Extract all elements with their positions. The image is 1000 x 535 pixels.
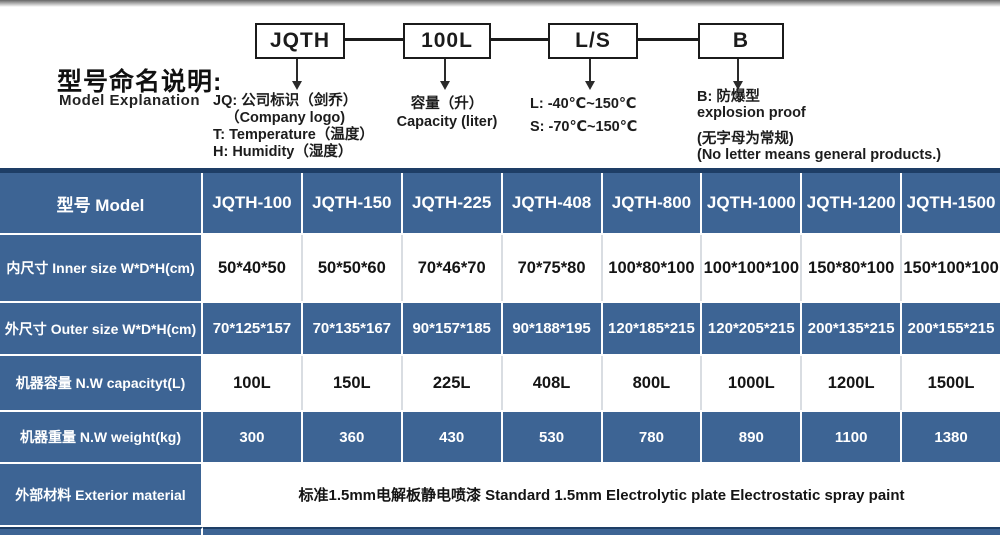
spec-row-label: 内尺寸 Inner size W*D*H(cm) [0, 235, 203, 301]
spec-cell: 200*135*215 [802, 303, 903, 354]
arrow-down-icon [440, 59, 451, 90]
spec-merged-value: 标准1.5mm电解板静电喷漆 Standard 1.5mm Electrolyt… [203, 464, 1000, 525]
spec-row-label: 机器容量 N.W capacityt(L) [0, 356, 203, 410]
note-line: （Company logo) [213, 110, 346, 126]
note-line: Capacity (liter) [396, 113, 498, 130]
spec-cell: 408L [502, 356, 603, 410]
spec-cell: 225L [402, 356, 503, 410]
spec-table-body: 型号 Model JQTH-100 JQTH-150 JQTH-225 JQTH-408… [0, 173, 1000, 525]
spec-cell: 100*100*100 [702, 235, 803, 301]
table-top-border [0, 168, 1000, 173]
spec-header-model: JQTH-408 [502, 173, 603, 233]
spec-header-model: JQTH-225 [402, 173, 503, 233]
model-box-temperature-range: L/S [548, 23, 638, 59]
note-line: S: -70℃~150℃ [530, 118, 638, 135]
notes-company-code: JQ: 公司标识（剑乔） （Company logo) T: Temperatur… [213, 93, 374, 161]
spec-cell: 100*80*100 [602, 235, 703, 301]
spec-cell: 100L [203, 356, 303, 410]
spec-header-label: 型号 Model [0, 173, 203, 233]
spec-cell: 360 [302, 412, 403, 462]
spec-row: 内尺寸 Inner size W*D*H(cm) 50*40*50 50*50*60… [0, 235, 1000, 301]
spec-cell: 50*40*50 [203, 235, 303, 301]
spec-cell: 430 [402, 412, 503, 462]
model-box-explosion-proof: B [698, 23, 784, 59]
spec-header-model: JQTH-150 [302, 173, 403, 233]
next-row-label-stub [0, 527, 203, 535]
spec-cell: 150*80*100 [802, 235, 903, 301]
spec-row-label: 机器重量 N.W weight(kg) [0, 412, 203, 462]
spec-header-row: 型号 Model JQTH-100 JQTH-150 JQTH-225 JQTH-408… [0, 173, 1000, 233]
spec-cell: 200*155*215 [902, 303, 1000, 354]
spec-cell: 890 [702, 412, 803, 462]
next-row-body-stub [203, 527, 1000, 535]
notes-explosion-proof: B: 防爆型 explosion proof (无字母为常规) (No letter … [697, 89, 942, 163]
arrow-down-icon [292, 59, 303, 90]
spec-cell: 1000L [702, 356, 803, 410]
connector-line [489, 38, 548, 41]
spec-cell: 780 [602, 412, 703, 462]
note-line: JQ: 公司标识（剑乔） [213, 93, 358, 109]
spec-row-label: 外部材料 Exterior material [0, 464, 203, 525]
next-row-partial [0, 527, 1000, 535]
arrow-down-icon [585, 59, 596, 90]
connector-line [636, 38, 698, 41]
spec-cell: 90*188*195 [502, 303, 603, 354]
spec-cell: 150*100*100 [902, 235, 1000, 301]
note-line: H: Humidity（湿度） [213, 144, 353, 160]
notes-temperature-range: L: -40℃~150℃ S: -70℃~150℃ [530, 93, 637, 138]
connector-line [343, 38, 403, 41]
spec-cell: 1500L [902, 356, 1000, 410]
note-line: explosion proof [697, 104, 806, 121]
model-box-capacity: 100L [403, 23, 491, 59]
spec-cell: 1100 [802, 412, 903, 462]
spec-header-model: JQTH-1500 [902, 173, 1000, 233]
spec-header-model: JQTH-1200 [802, 173, 903, 233]
spec-cell: 70*125*157 [203, 303, 303, 354]
spec-row: 外部材料 Exterior material 标准1.5mm电解板静电喷漆 Sta… [0, 464, 1000, 525]
arrow-down-icon [733, 59, 744, 90]
spec-row: 机器重量 N.W weight(kg) 300 360 430 530 780 890 110… [0, 412, 1000, 462]
spec-cell: 150L [302, 356, 403, 410]
spec-header-model: JQTH-1000 [702, 173, 803, 233]
spec-cell: 120*205*215 [702, 303, 803, 354]
note-line: T: Temperature（温度） [213, 127, 374, 143]
spec-cell: 70*135*167 [302, 303, 403, 354]
spec-cell: 800L [602, 356, 703, 410]
spec-header-model: JQTH-800 [602, 173, 703, 233]
spec-cell: 1380 [902, 412, 1000, 462]
spec-cell: 120*185*215 [602, 303, 703, 354]
note-line: B: 防爆型 [697, 89, 760, 105]
spec-cell: 300 [203, 412, 303, 462]
note-line: (No letter means general products.) [697, 146, 942, 163]
spec-row-label: 外尺寸 Outer size W*D*H(cm) [0, 303, 203, 354]
section-title-zh: 型号命名说明: [57, 68, 223, 96]
spec-table: 型号 Model JQTH-100 JQTH-150 JQTH-225 JQTH-408… [0, 168, 1000, 535]
spec-cell: 530 [502, 412, 603, 462]
spec-cell: 90*157*185 [402, 303, 503, 354]
spec-row: 机器容量 N.W capacityt(L) 100L 150L 225L 408L 800… [0, 356, 1000, 410]
model-box-company-code: JQTH [255, 23, 345, 59]
spec-cell: 1200L [802, 356, 903, 410]
note-line: (无字母为常规) [697, 131, 794, 147]
spec-row: 外尺寸 Outer size W*D*H(cm) 70*125*157 70*135… [0, 303, 1000, 354]
notes-capacity: 容量（升） Capacity (liter) [367, 96, 527, 131]
spec-cell: 70*46*70 [402, 235, 503, 301]
spec-cell: 50*50*60 [302, 235, 403, 301]
note-line: L: -40℃~150℃ [530, 96, 637, 112]
section-title-en: Model Explanation [59, 92, 201, 109]
top-shadow-strip [0, 0, 1000, 7]
note-line: 容量（升） [410, 96, 484, 112]
spec-cell: 70*75*80 [502, 235, 603, 301]
spec-header-model: JQTH-100 [203, 173, 303, 233]
